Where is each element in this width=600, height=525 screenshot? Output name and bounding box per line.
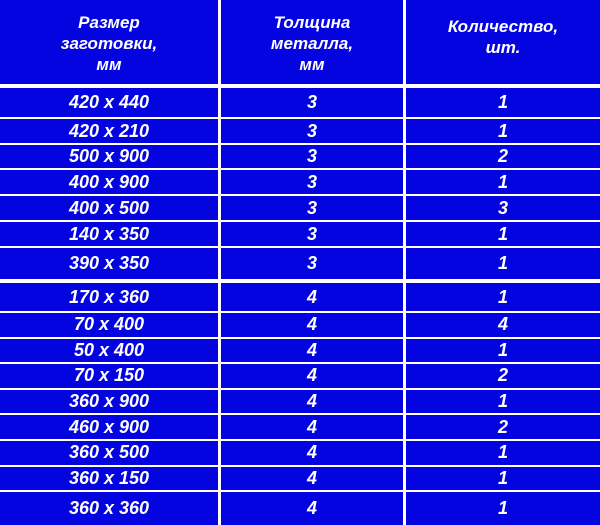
quantity-cell: 1 bbox=[406, 338, 600, 363]
table-row: 390 x 350 3 1 bbox=[0, 248, 600, 279]
thickness-cell: 3 bbox=[221, 248, 403, 279]
blank-size-cell: 400 x 900 bbox=[0, 170, 218, 194]
blank-size-cell: 460 x 900 bbox=[0, 415, 218, 439]
thickness-cell: 4 bbox=[221, 283, 403, 311]
quantity-cell: 1 bbox=[406, 283, 600, 311]
table-row: 420 x 210 3 1 bbox=[0, 119, 600, 143]
thickness-cell: 3 bbox=[221, 119, 403, 143]
blank-size-cell: 390 x 350 bbox=[0, 248, 218, 279]
table-row: 500 x 900 3 2 bbox=[0, 145, 600, 168]
blank-size-cell: 170 x 360 bbox=[0, 283, 218, 311]
thickness-cell: 4 bbox=[221, 441, 403, 465]
thickness-cell: 3 bbox=[221, 196, 403, 220]
blank-size-cell: 360 x 360 bbox=[0, 492, 218, 525]
quantity-cell: 1 bbox=[406, 119, 600, 143]
quantity-cell: 1 bbox=[406, 441, 600, 465]
table-row: 70 x 400 4 4 bbox=[0, 313, 600, 337]
thickness-cell: 4 bbox=[221, 389, 403, 414]
quantity-cell: 3 bbox=[406, 196, 600, 220]
thickness-cell: 3 bbox=[221, 222, 403, 246]
table-row: 170 x 360 4 1 bbox=[0, 283, 600, 311]
quantity-cell: 2 bbox=[406, 145, 600, 168]
quantity-cell: 1 bbox=[406, 466, 600, 491]
blank-size-cell: 400 x 500 bbox=[0, 196, 218, 220]
table-row: 70 x 150 4 2 bbox=[0, 364, 600, 388]
table-row: 360 x 500 4 1 bbox=[0, 441, 600, 465]
table-row: 360 x 900 4 1 bbox=[0, 389, 600, 414]
blank-size-cell: 70 x 400 bbox=[0, 313, 218, 337]
thickness-cell: 4 bbox=[221, 415, 403, 439]
quantity-cell: 1 bbox=[406, 492, 600, 525]
quantity-cell: 4 bbox=[406, 313, 600, 337]
table-row: 50 x 400 4 1 bbox=[0, 338, 600, 363]
quantity-cell: 1 bbox=[406, 170, 600, 194]
header-quantity: Количество, шт. bbox=[406, 0, 600, 84]
table-row: 140 x 350 3 1 bbox=[0, 222, 600, 246]
header-metal-thickness: Толщина металла, мм bbox=[221, 0, 403, 84]
blank-size-cell: 360 x 900 bbox=[0, 389, 218, 414]
quantity-cell: 1 bbox=[406, 248, 600, 279]
blank-size-cell: 70 x 150 bbox=[0, 364, 218, 388]
blank-size-cell: 360 x 500 bbox=[0, 441, 218, 465]
table-row: 360 x 360 4 1 bbox=[0, 492, 600, 525]
header-row: Размер заготовки, мм Толщина металла, мм… bbox=[0, 0, 600, 84]
thickness-cell: 3 bbox=[221, 145, 403, 168]
thickness-cell: 4 bbox=[221, 492, 403, 525]
blank-size-cell: 420 x 210 bbox=[0, 119, 218, 143]
quantity-cell: 1 bbox=[406, 389, 600, 414]
table-row: 460 x 900 4 2 bbox=[0, 415, 600, 439]
table-row: 420 x 440 3 1 bbox=[0, 88, 600, 117]
thickness-cell: 3 bbox=[221, 88, 403, 117]
quantity-cell: 1 bbox=[406, 88, 600, 117]
blank-size-cell: 50 x 400 bbox=[0, 338, 218, 363]
header-blank-size: Размер заготовки, мм bbox=[0, 0, 218, 84]
thickness-cell: 4 bbox=[221, 364, 403, 388]
blank-size-cell: 420 x 440 bbox=[0, 88, 218, 117]
blank-size-cell: 140 x 350 bbox=[0, 222, 218, 246]
thickness-cell: 3 bbox=[221, 170, 403, 194]
thickness-cell: 4 bbox=[221, 466, 403, 491]
thickness-cell: 4 bbox=[221, 313, 403, 337]
table-row: 400 x 900 3 1 bbox=[0, 170, 600, 194]
quantity-cell: 2 bbox=[406, 364, 600, 388]
thickness-cell: 4 bbox=[221, 338, 403, 363]
blank-size-cell: 500 x 900 bbox=[0, 145, 218, 168]
table-row: 400 x 500 3 3 bbox=[0, 196, 600, 220]
blank-size-cell: 360 x 150 bbox=[0, 466, 218, 491]
quantity-cell: 1 bbox=[406, 222, 600, 246]
quantity-cell: 2 bbox=[406, 415, 600, 439]
table-row: 360 x 150 4 1 bbox=[0, 466, 600, 491]
